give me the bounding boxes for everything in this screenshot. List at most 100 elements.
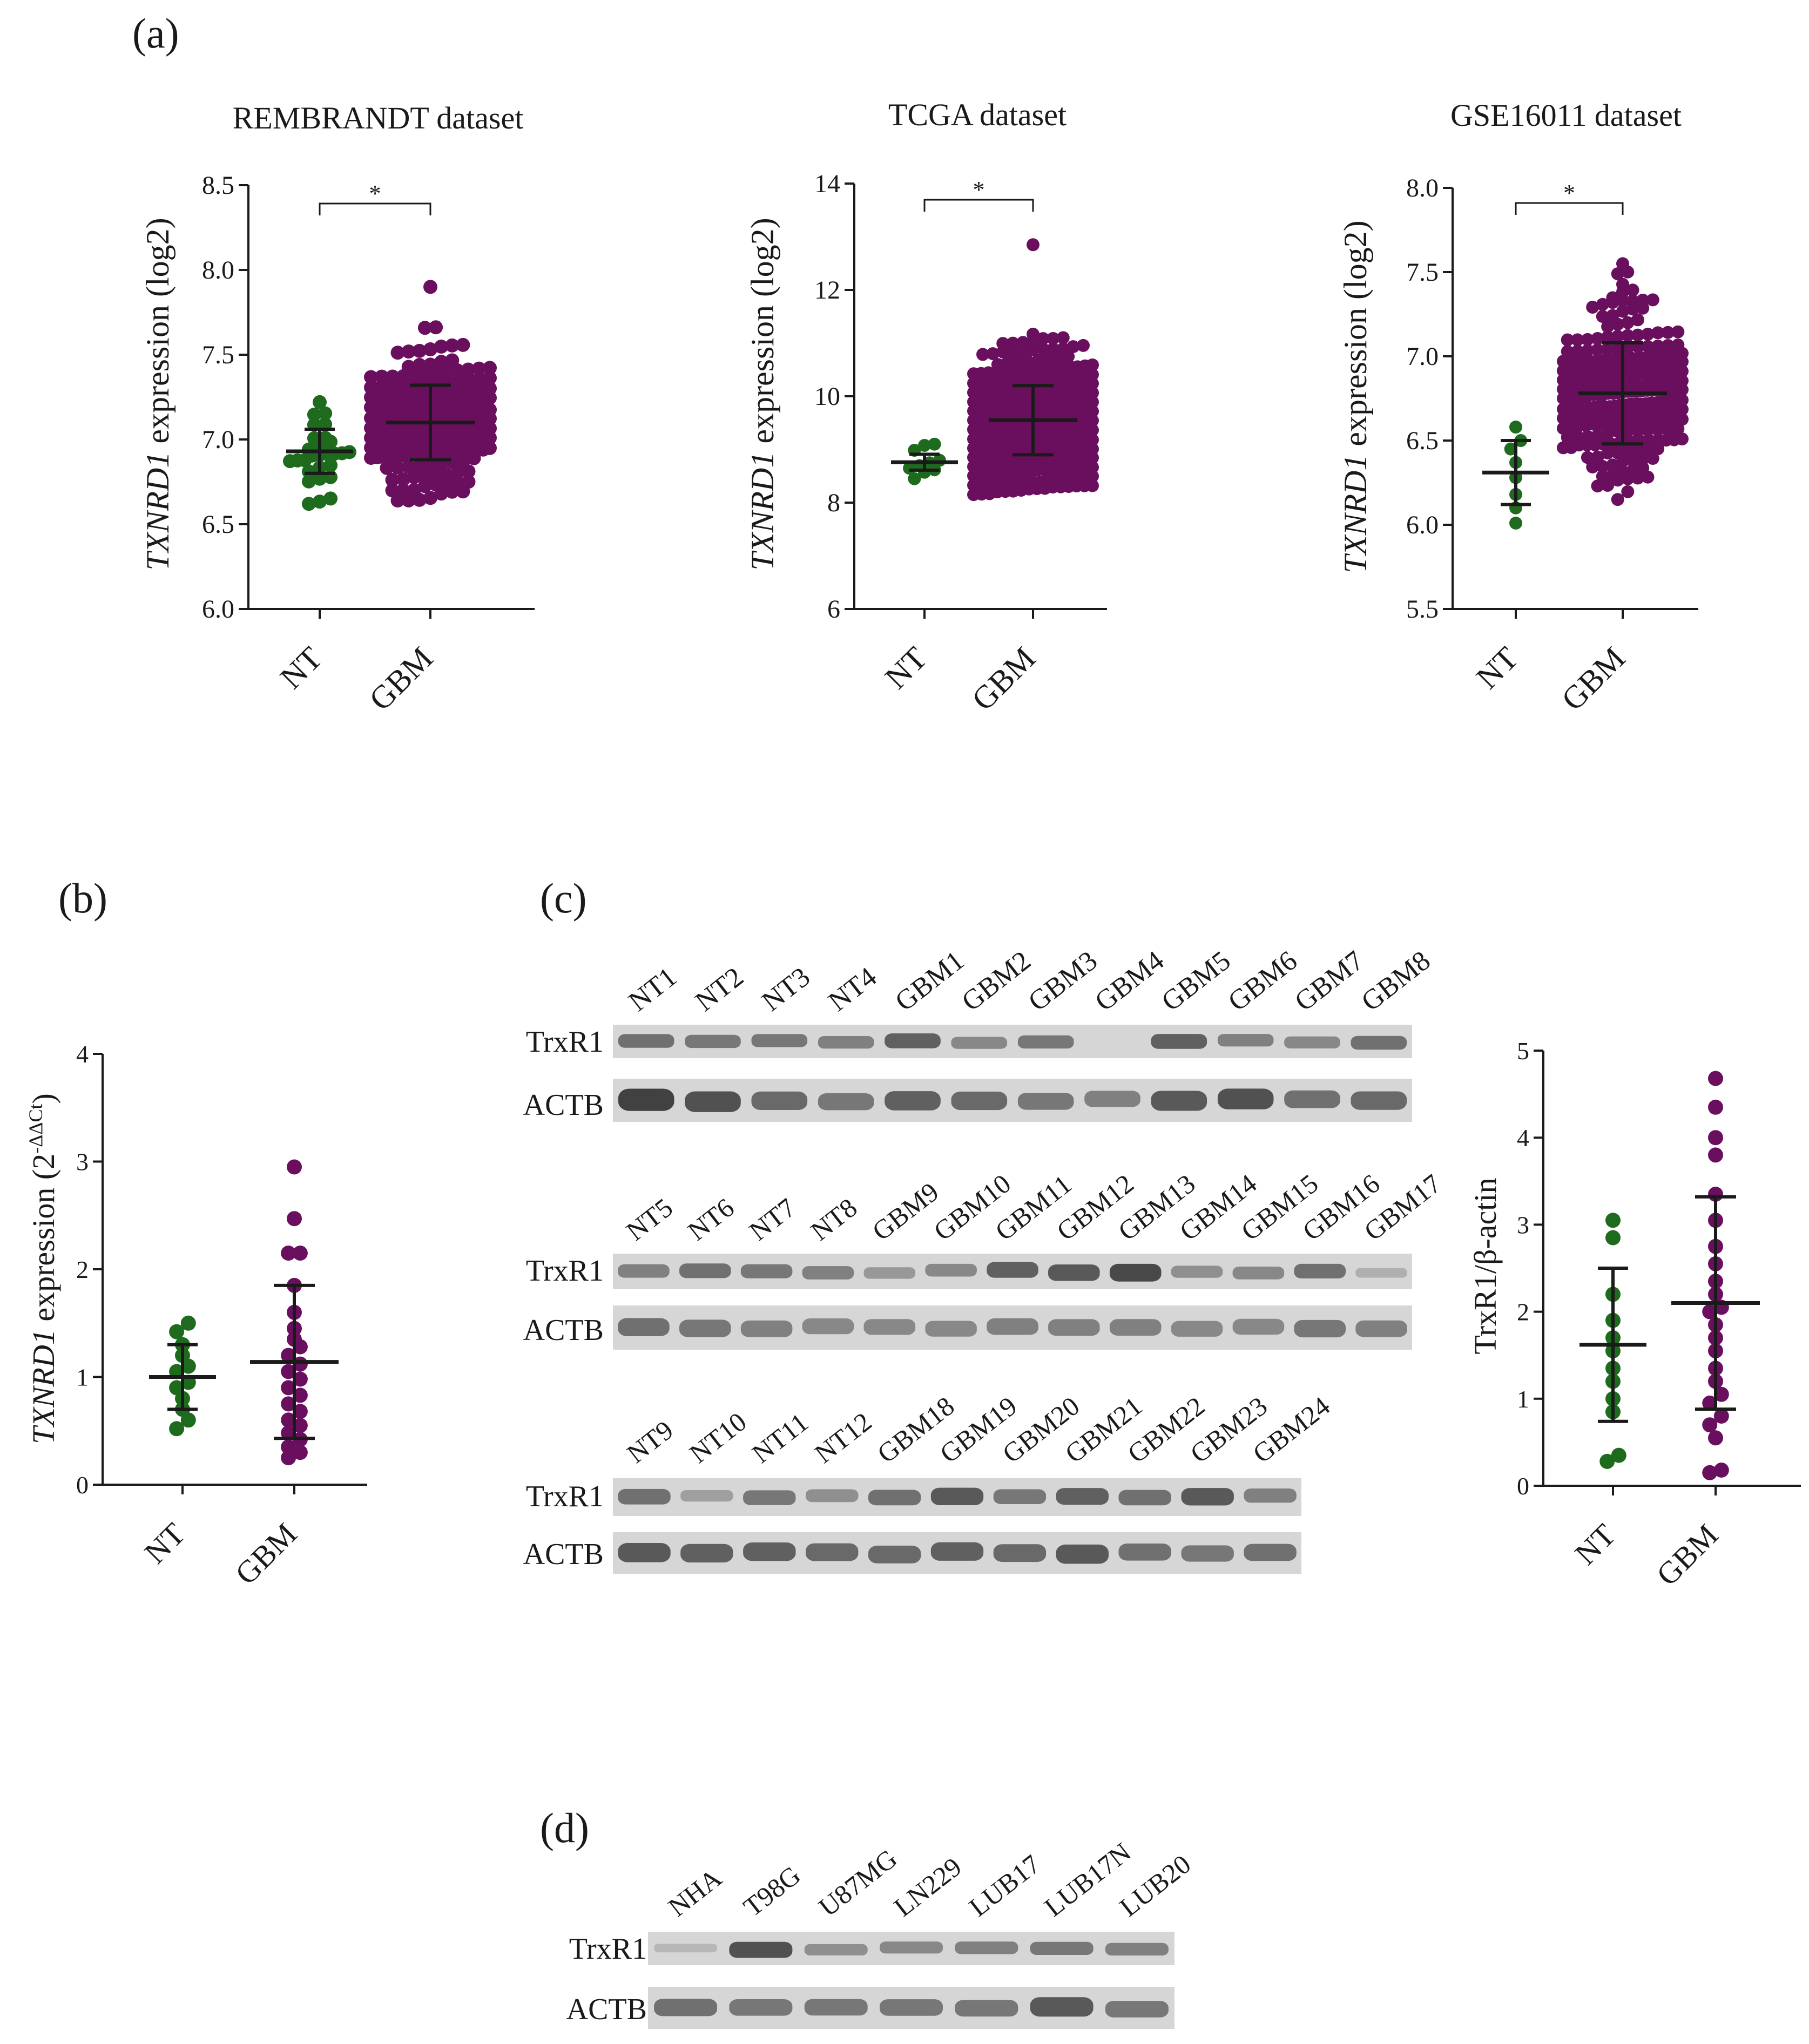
data-point-gbm: [472, 361, 486, 376]
data-point-gbm: [412, 358, 427, 372]
data-point-gbm: [1708, 1099, 1723, 1115]
data-point-gbm: [1611, 342, 1624, 355]
data-point-gbm: [1708, 1071, 1723, 1086]
y-tick-label: 3: [1517, 1211, 1529, 1238]
data-point-nt: [307, 431, 321, 445]
lane-label: NHA: [663, 1863, 727, 1923]
blot-band: [1181, 1545, 1234, 1562]
data-point-nt: [1599, 1453, 1615, 1469]
data-point-gbm: [281, 1396, 296, 1412]
data-point-gbm: [374, 380, 388, 395]
significance-bracket: [923, 199, 1034, 212]
data-point-gbm: [390, 460, 405, 475]
data-point-gbm: [1676, 383, 1689, 396]
blot-row-label: TrxR1: [526, 1254, 604, 1288]
data-point-gbm: [1596, 470, 1609, 483]
y-axis-label: TXNRD1 expression (log2): [745, 218, 780, 570]
data-point-gbm: [1591, 450, 1604, 464]
data-point-gbm: [1011, 355, 1025, 369]
significance-star: *: [369, 180, 381, 207]
blot-band: [993, 1489, 1047, 1504]
blot-row-label: ACTB: [523, 1314, 604, 1347]
data-point-gbm: [1606, 458, 1619, 472]
data-point-gbm: [1016, 336, 1030, 349]
lane-label: GBM8: [1356, 945, 1436, 1018]
blot-band: [1118, 1490, 1171, 1506]
blot-band: [751, 1034, 808, 1047]
data-point-gbm: [1591, 479, 1604, 493]
blot-band: [951, 1091, 1008, 1111]
data-point-gbm: [1586, 301, 1599, 314]
data-point-gbm: [281, 1380, 296, 1396]
lane-label: NT2: [690, 962, 749, 1018]
y-tick-label: 1: [1517, 1385, 1529, 1413]
data-point-gbm: [1601, 320, 1615, 333]
blot-row-label: TrxR1: [526, 1480, 604, 1513]
blot-band: [1017, 1035, 1074, 1049]
blot-band: [680, 1490, 733, 1502]
y-tick-label: 6.0: [1406, 511, 1439, 539]
data-point-gbm: [991, 358, 1004, 371]
data-point-gbm: [1713, 1409, 1729, 1424]
data-point-gbm: [1561, 333, 1574, 347]
x-tick-label-gbm: GBM: [362, 640, 440, 718]
data-point-gbm: [483, 361, 497, 375]
blot-band: [685, 1091, 741, 1112]
blot-band: [925, 1263, 977, 1277]
blot-row-label: TrxR1: [569, 1932, 647, 1966]
data-point-gbm: [1616, 304, 1629, 318]
data-point-nt: [313, 471, 327, 486]
data-point-gbm: [292, 1445, 308, 1460]
data-point-gbm: [423, 342, 437, 356]
blot-band: [1109, 1263, 1162, 1282]
blot-band: [951, 1037, 1008, 1049]
lane-label: GBM9: [867, 1176, 944, 1247]
y-tick-label: 14: [814, 170, 840, 198]
y-axis-label: TXNRD1 expression (log2): [1338, 220, 1373, 573]
data-point-gbm: [976, 348, 989, 361]
data-point-gbm: [401, 344, 416, 359]
data-point-gbm: [1671, 339, 1685, 351]
blot-band: [804, 1944, 868, 1955]
chart-trxr1-quant: 0 1 2 3 4 5 TrxR1/β-actin NT GBM: [1468, 1037, 1801, 1593]
data-point-gbm: [423, 357, 437, 372]
blot-band: [618, 1318, 670, 1336]
lane-label: NT10: [684, 1406, 752, 1469]
data-point-gbm: [407, 483, 421, 497]
y-tick-label: 7.5: [202, 341, 234, 369]
blot-band: [1232, 1318, 1285, 1335]
data-point-gbm: [1086, 470, 1099, 483]
data-point-gbm: [281, 1246, 296, 1261]
data-point-gbm: [1066, 340, 1080, 354]
data-point-nt: [1611, 1447, 1626, 1463]
significance-star: *: [973, 177, 985, 203]
data-point-gbm: [364, 380, 378, 395]
data-point-gbm: [407, 470, 421, 484]
y-tick-label: 6.5: [202, 510, 234, 539]
data-point-gbm: [1581, 344, 1594, 357]
data-point-gbm: [1661, 326, 1675, 339]
lane-label: NT11: [746, 1407, 814, 1469]
data-point-gbm: [1036, 342, 1050, 356]
data-point-gbm: [1581, 333, 1594, 346]
data-point-gbm: [1702, 1417, 1718, 1433]
blot-band: [1171, 1265, 1223, 1278]
data-point-gbm: [1077, 339, 1090, 352]
y-tick-label: 5: [1517, 1037, 1529, 1065]
data-point-gbm: [483, 371, 497, 385]
western-blot-d: NHA T98G U87MGLN229LUB17LUB17NLUB20TrxR1AC…: [566, 1837, 1196, 2029]
data-point-gbm: [1626, 463, 1639, 477]
lane-label: NT1: [623, 962, 683, 1018]
y-tick-label: 12: [814, 276, 840, 304]
y-tick-label: 7.5: [1406, 258, 1439, 287]
y-tick-label: 4: [76, 1040, 89, 1068]
data-point-gbm: [1702, 1304, 1718, 1319]
data-point-gbm: [1676, 412, 1689, 426]
data-point-nt: [301, 497, 316, 511]
data-point-gbm: [1702, 1395, 1718, 1411]
data-point-gbm: [1027, 328, 1040, 341]
data-point-nt: [928, 437, 941, 451]
lane-label: GBM5: [1156, 945, 1237, 1018]
x-tick-label-gbm: GBM: [228, 1516, 303, 1591]
